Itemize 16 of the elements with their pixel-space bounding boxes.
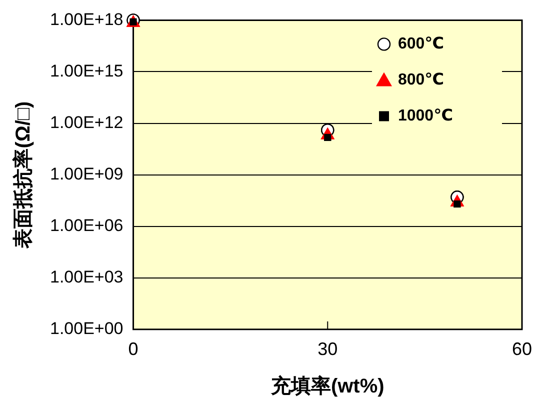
x-axis-title: 充填率(wt%) — [270, 374, 384, 398]
y-tick-label: 1.00E+00 — [50, 319, 124, 338]
x-tick-label: 30 — [318, 339, 338, 360]
x-tick-label: 60 — [512, 339, 532, 360]
y-tick-label: 1.00E+09 — [50, 164, 124, 184]
legend-label: 1000℃ — [398, 108, 453, 125]
y-tick-label: 1.00E+06 — [50, 216, 124, 236]
y-axis-title: 表面抵抗率(Ω/□) — [12, 101, 35, 250]
y-tick-label: 1.00E+15 — [50, 61, 124, 80]
x-tick-label: 0 — [128, 339, 138, 360]
y-tick-label: 1.00E+03 — [50, 268, 124, 287]
legend-label: 800℃ — [398, 72, 444, 89]
legend-label: 600℃ — [398, 36, 444, 53]
y-tick-label: 1.00E+18 — [50, 10, 124, 29]
point — [324, 134, 332, 141]
y-tick-label: 1.00E+12 — [50, 112, 124, 132]
